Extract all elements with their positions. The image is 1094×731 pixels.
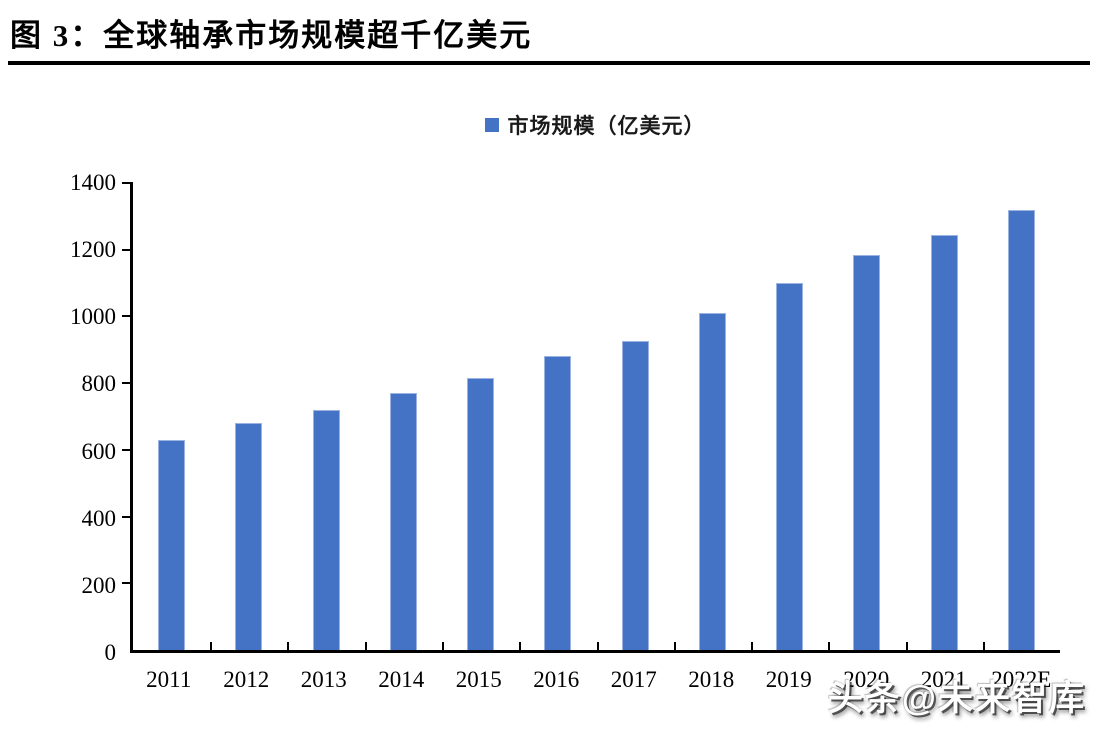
y-axis-tick-mark: [122, 315, 133, 318]
bar-2011: [158, 439, 186, 650]
x-axis-tick-mark: [673, 642, 676, 650]
x-axis-tick-mark: [828, 642, 831, 650]
x-axis-tick-label: 2014: [378, 667, 425, 692]
bar-slot: [442, 183, 519, 650]
x-axis-tick-label: 2022E: [991, 667, 1052, 692]
bars-container: [133, 183, 1060, 650]
x-axis-tick-mark: [441, 642, 444, 650]
x-axis-tick-mark: [364, 642, 367, 650]
x-axis-tick-label: 2011: [146, 667, 192, 692]
bar-slot: [751, 183, 828, 650]
y-axis-tick-label: 1400: [70, 170, 116, 195]
y-axis-labels: 0 200 400 600 800 1000 1200 1400: [0, 170, 117, 665]
x-axis-tick-label: 2016: [533, 667, 580, 692]
bar-2015: [467, 378, 495, 650]
x-axis-tick-label: 2017: [610, 667, 657, 692]
bar-2018: [698, 313, 726, 650]
y-axis-tick-label: 200: [81, 572, 117, 598]
x-axis-tick-label: 2018: [688, 667, 735, 692]
y-axis-tick-label: 400: [81, 505, 117, 531]
bar-slot: [519, 183, 596, 650]
x-axis-tick-mark: [210, 642, 213, 650]
x-axis-tick-mark: [519, 642, 522, 650]
plot-area: [122, 182, 1060, 653]
bar-2013: [312, 409, 340, 650]
y-axis-tick-label: 800: [81, 371, 117, 397]
bar-2017: [621, 341, 649, 650]
x-axis-tick-mark: [750, 642, 753, 650]
x-axis-labels: 2011 2012 2013 2014 2015 2016 2017 2018 2019 2020…: [130, 667, 1060, 693]
x-axis-tick-mark: [905, 642, 908, 650]
y-axis-tick-label: 1200: [70, 237, 116, 263]
figure-title: 图 3：全球轴承市场规模超千亿美元: [10, 18, 533, 53]
y-axis-tick-label: 0: [104, 640, 117, 665]
bar-slot: [828, 183, 905, 650]
x-axis-tick-label: 2021: [920, 667, 967, 692]
legend-series-label: 市场规模（亿美元）: [507, 114, 706, 138]
bar-slot: [983, 183, 1060, 650]
bar-2022E: [1007, 209, 1035, 650]
title-underline: [8, 61, 1090, 65]
bar-slot: [133, 183, 210, 650]
bar-2021: [930, 234, 958, 650]
y-axis-tick-mark: [122, 515, 133, 518]
y-axis-tick-label: 1000: [70, 304, 116, 330]
x-axis-tick-mark: [982, 642, 985, 650]
y-axis-tick-mark: [122, 382, 133, 385]
x-axis-tick-label: 2019: [765, 667, 812, 692]
y-axis-tick-label: 600: [81, 438, 117, 464]
x-axis-tick-mark: [596, 642, 599, 650]
x-axis-tick-label: 2015: [455, 667, 502, 692]
bar-slot: [365, 183, 442, 650]
bar-2019: [776, 283, 804, 650]
y-axis-tick-mark: [122, 248, 133, 251]
y-axis-tick-mark: [122, 182, 133, 184]
x-axis-tick-label: 2012: [223, 667, 270, 692]
bar-slot: [210, 183, 287, 650]
bar-2014: [389, 393, 417, 650]
bar-slot: [674, 183, 751, 650]
x-axis-tick-label: 2020: [843, 667, 890, 692]
legend-marker-square: [484, 118, 499, 132]
bar-slot: [288, 183, 365, 650]
x-axis-tick-mark: [287, 642, 290, 650]
bar-2016: [544, 356, 572, 650]
bar-2012: [235, 423, 263, 650]
y-axis-tick-mark: [122, 448, 133, 451]
x-axis-tick-label: 2013: [300, 667, 347, 692]
y-axis-tick-mark: [122, 582, 133, 585]
bar-slot: [597, 183, 674, 650]
bar-slot: [906, 183, 983, 650]
bar-2020: [853, 254, 881, 650]
chart-legend: 市场规模（亿美元）: [130, 110, 1060, 140]
watermark: 头条@未来智库: [827, 679, 1086, 718]
